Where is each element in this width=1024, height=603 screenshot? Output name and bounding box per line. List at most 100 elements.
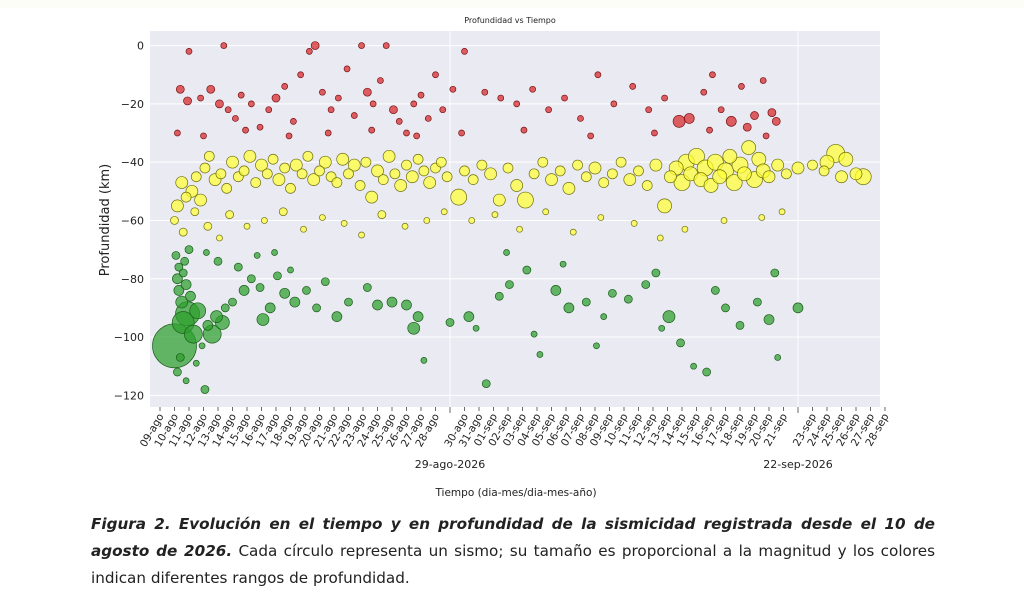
earthquake-point [717,106,725,114]
earthquake-point [688,147,705,165]
earthquake-point [497,94,505,102]
earthquake-point [302,286,311,295]
earthquake-point [709,71,716,79]
earthquake-point [350,112,358,119]
earthquake-point [403,129,410,137]
earthquake-point [661,94,668,102]
earthquake-point [792,302,804,314]
earthquake-point [459,165,470,177]
earthquake-point [763,314,775,325]
earthquake-point [273,271,282,281]
earthquake-point [481,88,489,96]
earthquake-point [528,168,540,180]
earthquake-point [577,115,584,122]
earthquake-point [358,42,365,49]
figure-caption: Figura 2. Evolución en el tiempo y en pr… [91,511,935,592]
earthquake-point [615,156,627,168]
earthquake-point [314,165,325,177]
earthquake-point [623,173,637,187]
earthquake-point [386,296,398,308]
earthquake-point [302,150,314,162]
earthquake-point [256,313,270,326]
earthquake-point [238,165,250,177]
earthquake-point [243,149,257,163]
earthquake-point [335,94,342,102]
earthquake-point [278,207,288,217]
earthquake-point [253,252,261,259]
earthquake-point [255,283,265,292]
earthquake-point [758,214,766,221]
earthquake-point [849,167,863,181]
earthquake-point [226,155,239,169]
earthquake-point [395,118,403,125]
earthquake-point [651,129,658,137]
earthquake-point [710,286,720,295]
earthquake-point [439,106,447,114]
earthquake-point [838,151,854,167]
earthquake-point [405,170,419,184]
earthquake-point [516,225,523,233]
earthquake-point [561,94,568,102]
earthquake-point [261,168,273,180]
earthquake-point [184,245,194,254]
earthquake-point [449,85,457,93]
earthquake-point [180,279,192,290]
earthquake-point [681,225,689,233]
earthquake-point [377,210,387,219]
earthquake-point [550,285,562,296]
earthquake-point [529,85,537,93]
earthquake-point [580,171,592,183]
earthquake-point [213,256,223,266]
earthquake-point [458,129,465,137]
earthquake-point [502,162,514,174]
earthquake-point [725,174,743,191]
earthquake-point [172,273,183,285]
earthquake-point [203,150,215,162]
earthquake-point [494,291,504,301]
earthquake-point [174,262,184,272]
plot-area [150,31,880,407]
earthquake-point [736,166,752,182]
earthquake-point [702,367,712,377]
earthquake-point [435,156,447,168]
earthquake-point [175,353,185,362]
earthquake-point [649,158,663,172]
earthquake-point [742,122,752,132]
earthquake-point [572,159,583,171]
earthquake-point [750,111,759,120]
earthquake-point [237,91,245,99]
earthquake-point [598,177,610,188]
top-band [0,0,1024,8]
data-points [152,41,872,394]
earthquake-point [247,274,256,284]
earthquake-point [368,126,376,134]
earthquake-point [588,161,602,175]
earthquake-point [774,354,782,361]
earthquake-point [242,126,249,134]
earthquake-point [343,168,354,180]
earthquake-point [778,208,786,216]
earthquake-point [256,123,264,131]
earthquake-point [394,179,408,192]
earthquake-point [492,193,506,207]
y-axis-label: Profundidad (km) [98,164,113,276]
earthquake-point [206,84,216,94]
x-major-tick-label: 29-ago-2026 [415,458,486,471]
earthquake-point [441,171,453,183]
earthquake-point [536,351,544,358]
earthquake-point [424,115,432,122]
earthquake-point [481,379,491,389]
earthquake-point [545,173,558,187]
earthquake-point [175,295,189,309]
earthquake-point [662,310,676,323]
earthquake-point [545,106,552,114]
earthquake-point [712,169,728,185]
earthquake-point [250,177,262,188]
earthquake-point [581,297,591,307]
earthquake-point [664,170,677,184]
earthquake-point [587,132,595,140]
earthquake-point [738,83,745,90]
earthquake-point [184,324,203,344]
earthquake-point [175,84,185,94]
earthquake-point [807,159,818,171]
